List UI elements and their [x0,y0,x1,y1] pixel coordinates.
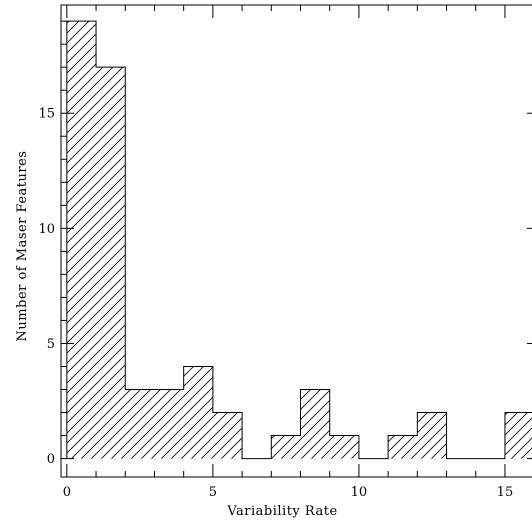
histogram-bar [154,389,184,459]
histogram-bar [125,389,155,459]
x-tick-label: 0 [63,485,71,500]
histogram-bar [300,389,330,459]
x-tick-label: 10 [351,485,368,500]
y-tick-label: 0 [47,452,55,467]
y-tick-label: 15 [38,107,55,122]
tick-labels: 0 5 10 15 0 5 10 15 [38,107,513,500]
y-tick-label: 5 [47,337,55,352]
histogram-bar [329,435,359,459]
axis-ticks [61,5,532,477]
histogram-bar [417,412,447,459]
histogram-bars [66,21,532,459]
x-axis-label: Variability Rate [226,504,337,519]
x-tick-label: 15 [497,485,514,500]
histogram-outline [66,20,532,460]
histogram-bar [388,435,418,459]
histogram-bar [66,21,97,459]
histogram-bar [212,412,243,459]
histogram-bar [504,412,532,459]
histogram-bar [271,435,301,459]
histogram-bar [96,67,126,459]
y-tick-label: 10 [38,222,55,237]
y-axis-label: Number of Maser Features [15,151,30,342]
x-tick-label: 5 [209,485,217,500]
histogram-bar [183,366,213,459]
